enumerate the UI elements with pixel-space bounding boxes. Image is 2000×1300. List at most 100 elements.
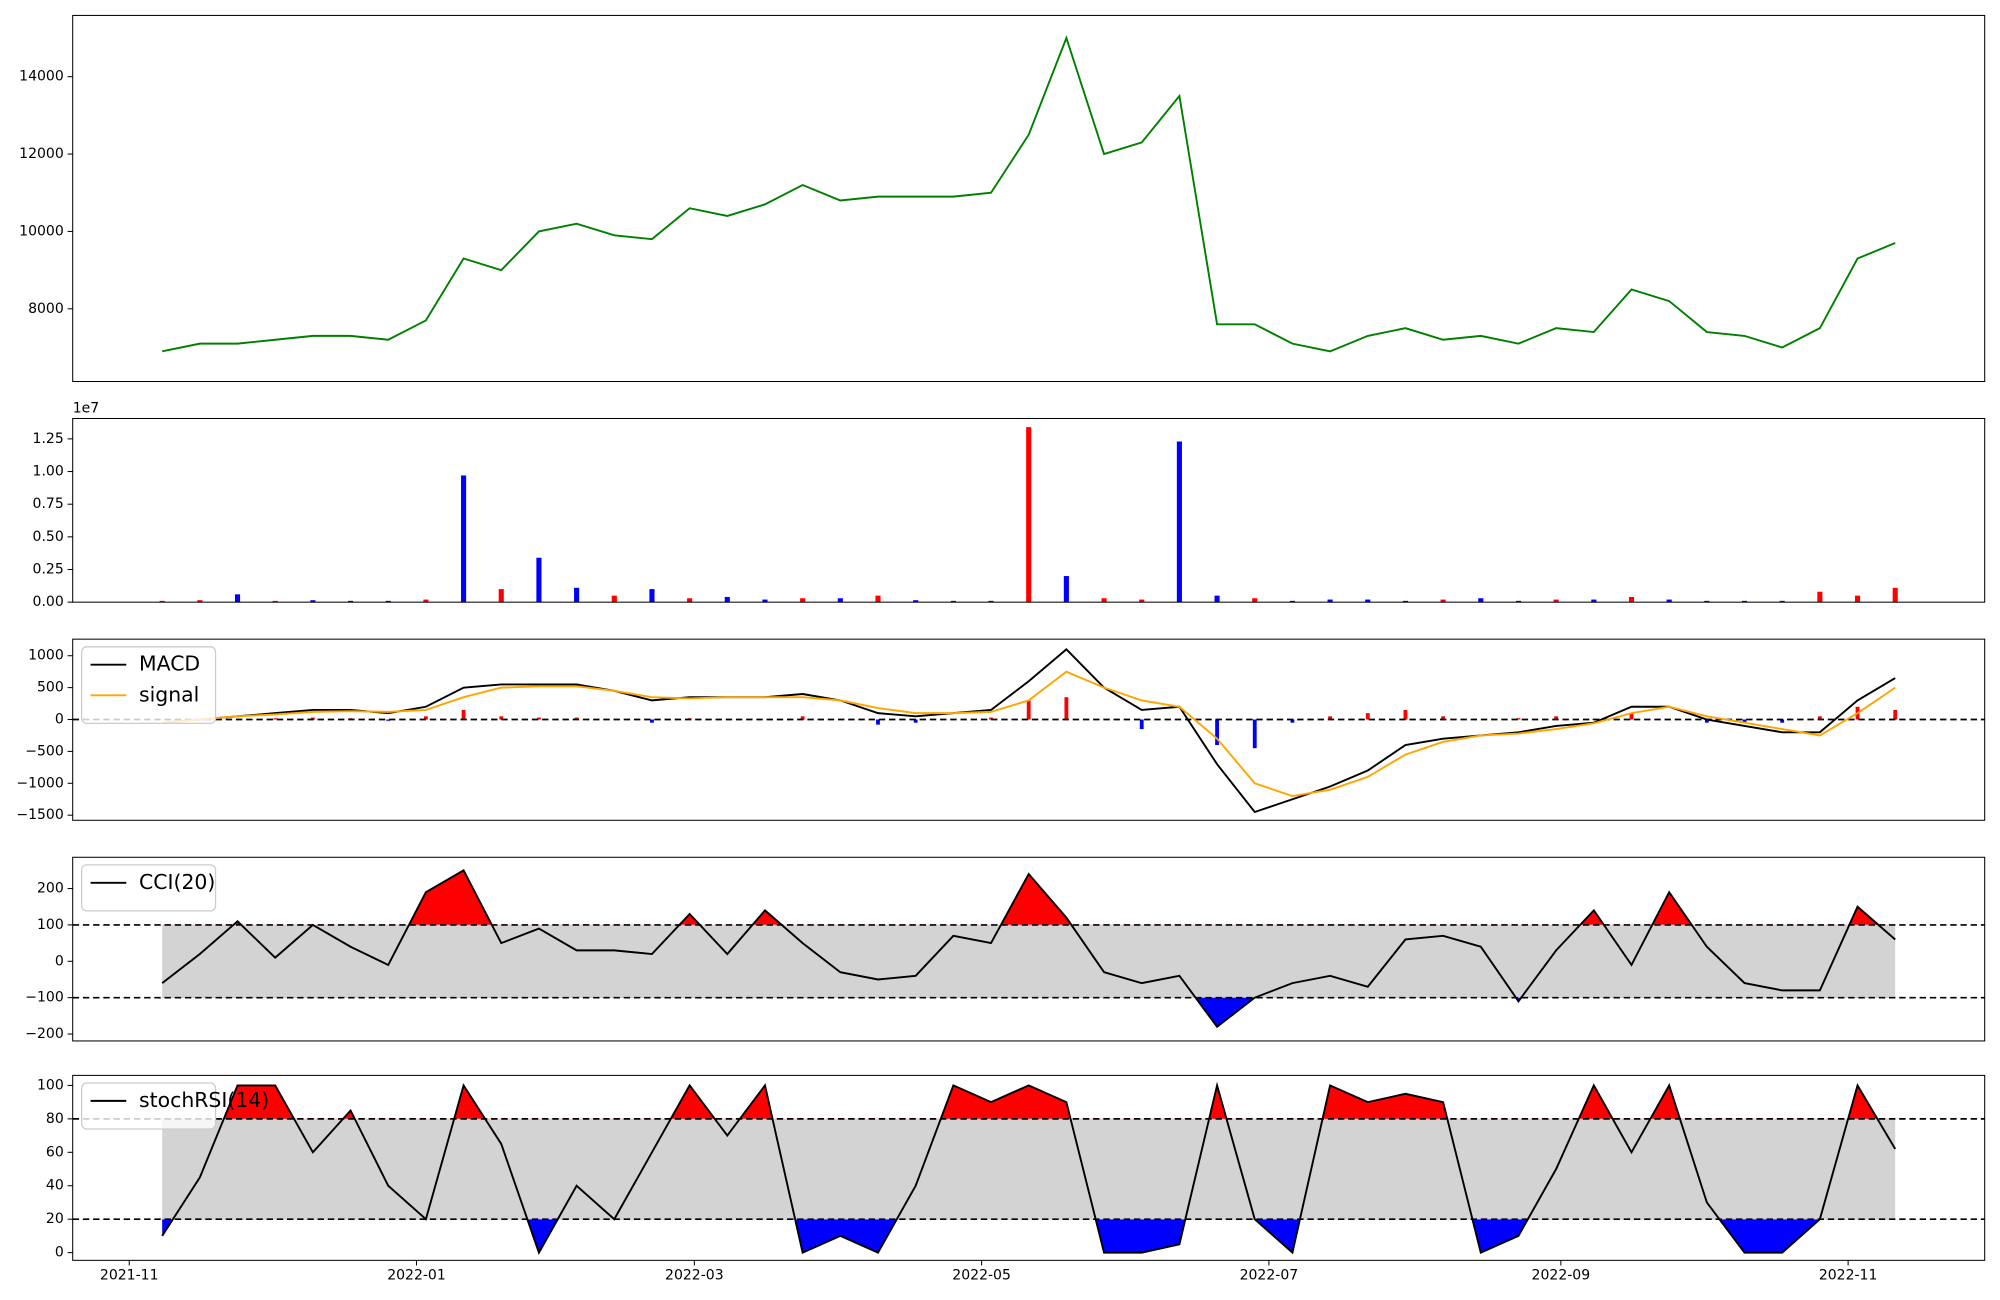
volume-bar [1214, 595, 1220, 603]
volume-bar [1365, 599, 1371, 603]
histogram-bar [574, 717, 579, 720]
y-tick-label: 0.75 [33, 496, 64, 512]
volume-bar [234, 594, 241, 603]
volume-bar [913, 600, 919, 603]
volume-bar [1666, 599, 1672, 603]
legend: stochRSI(14) [80, 1082, 269, 1130]
x-tick-label: 2022-05 [952, 1268, 1011, 1284]
series-line [162, 670, 1896, 798]
y-tick-label: 1.00 [33, 464, 64, 480]
y-tick-label: 1.25 [33, 431, 64, 447]
y-tick-label: 80 [46, 1111, 64, 1127]
overbought-fill [233, 870, 1879, 925]
volume-bar [1553, 599, 1559, 603]
volume-bar [498, 589, 504, 603]
volume-bar [837, 598, 843, 603]
volume-bar [461, 475, 467, 603]
y-tick-label: −200 [25, 1026, 64, 1042]
volume-bar [1704, 600, 1710, 603]
volume-bar [310, 600, 316, 603]
volume-bar [1402, 600, 1408, 603]
volume-bar [1478, 598, 1484, 603]
y-tick-label: 14000 [19, 69, 64, 85]
histogram-bar [1252, 719, 1257, 749]
histogram-bar [1516, 718, 1521, 720]
panel: 0.00 0.25 0.50 0.75 1.00 1.25 1e7 [33, 400, 1986, 610]
legend: MACD signal [80, 646, 217, 724]
volume-bar [950, 600, 956, 603]
series-line [161, 35, 1896, 353]
volume-bar [348, 600, 354, 603]
y-tick-label: 500 [37, 680, 64, 696]
histogram-bar [423, 716, 428, 720]
histogram-bar [310, 717, 315, 720]
histogram-bar [1290, 719, 1295, 723]
panel: 0 20 40 60 80 100 2021-11 2022-01 2022-03 2022-05… [37, 1074, 1986, 1284]
histogram-bar [273, 718, 278, 720]
axes-frame [72, 856, 1986, 1042]
y-tick-label: 20 [46, 1211, 64, 1227]
volume-bar [159, 600, 165, 603]
volume-bar [1026, 427, 1032, 603]
histogram-bar [1780, 719, 1785, 723]
volume-bar [1440, 599, 1446, 603]
y-tick-label: −1500 [16, 807, 63, 823]
x-tick-label: 2022-11 [1819, 1268, 1878, 1284]
histogram-bar [537, 717, 541, 720]
y-tick-label: 0 [55, 712, 64, 728]
histogram-bar [1742, 719, 1747, 723]
y-tick-label: 200 [37, 881, 64, 897]
y-tick-label: 1000 [28, 648, 64, 664]
histogram-bar [1064, 697, 1069, 720]
y-tick-label: 8000 [28, 301, 64, 317]
volume-bar [649, 589, 655, 603]
x-tick-label: 2022-03 [665, 1268, 724, 1284]
offset-text: 1e7 [73, 400, 99, 416]
histogram-bar [1026, 700, 1031, 720]
legend-box [80, 646, 217, 724]
volume-bar [762, 599, 768, 603]
panel: −1500 −1000 −500 0 500 1000 MACD signal [16, 638, 1986, 823]
histogram-bar [386, 719, 391, 721]
legend-label: signal [139, 682, 199, 706]
volume-bar [1327, 599, 1333, 603]
volume-bar [1101, 598, 1107, 603]
histogram-bar [1365, 713, 1370, 720]
volume-bar [1817, 591, 1823, 603]
histogram-bar [1704, 719, 1709, 723]
volume-bar [1854, 595, 1861, 603]
panel: 8000 10000 12000 14000 [19, 14, 1986, 383]
neutral-band [162, 924, 1896, 998]
oversold-fill [1195, 997, 1522, 1027]
volume-bar [1515, 600, 1522, 603]
volume-bar [611, 595, 617, 603]
legend: CCI(20) [80, 864, 217, 912]
legend-label: stochRSI(14) [139, 1088, 269, 1112]
histogram-bar [1139, 719, 1144, 730]
y-tick-label: 12000 [19, 146, 64, 162]
y-tick-label: 10000 [19, 223, 64, 239]
legend-label: MACD [139, 652, 200, 676]
histogram-bar [1441, 716, 1446, 720]
y-tick-label: 0.25 [33, 562, 64, 578]
histogram-bar [1215, 719, 1219, 746]
histogram-bar [989, 717, 993, 720]
volume-bar [1176, 441, 1182, 603]
volume-bar [800, 598, 806, 603]
volume-bar [423, 599, 429, 603]
histogram-bar [1629, 713, 1634, 720]
volume-bar [536, 557, 542, 603]
histogram-bar [1403, 709, 1408, 720]
legend-box [80, 1082, 217, 1130]
histogram-bar [1554, 716, 1559, 720]
y-tick-label: −100 [25, 990, 64, 1006]
y-tick-label: −500 [25, 743, 64, 759]
neutral-band [162, 1118, 1896, 1220]
volume-bar [1779, 600, 1785, 603]
histogram-bar [1328, 716, 1333, 720]
histogram-bar [876, 719, 880, 725]
volume-bar [1741, 600, 1748, 603]
volume-bar [1628, 596, 1635, 603]
volume-bar [574, 587, 580, 603]
